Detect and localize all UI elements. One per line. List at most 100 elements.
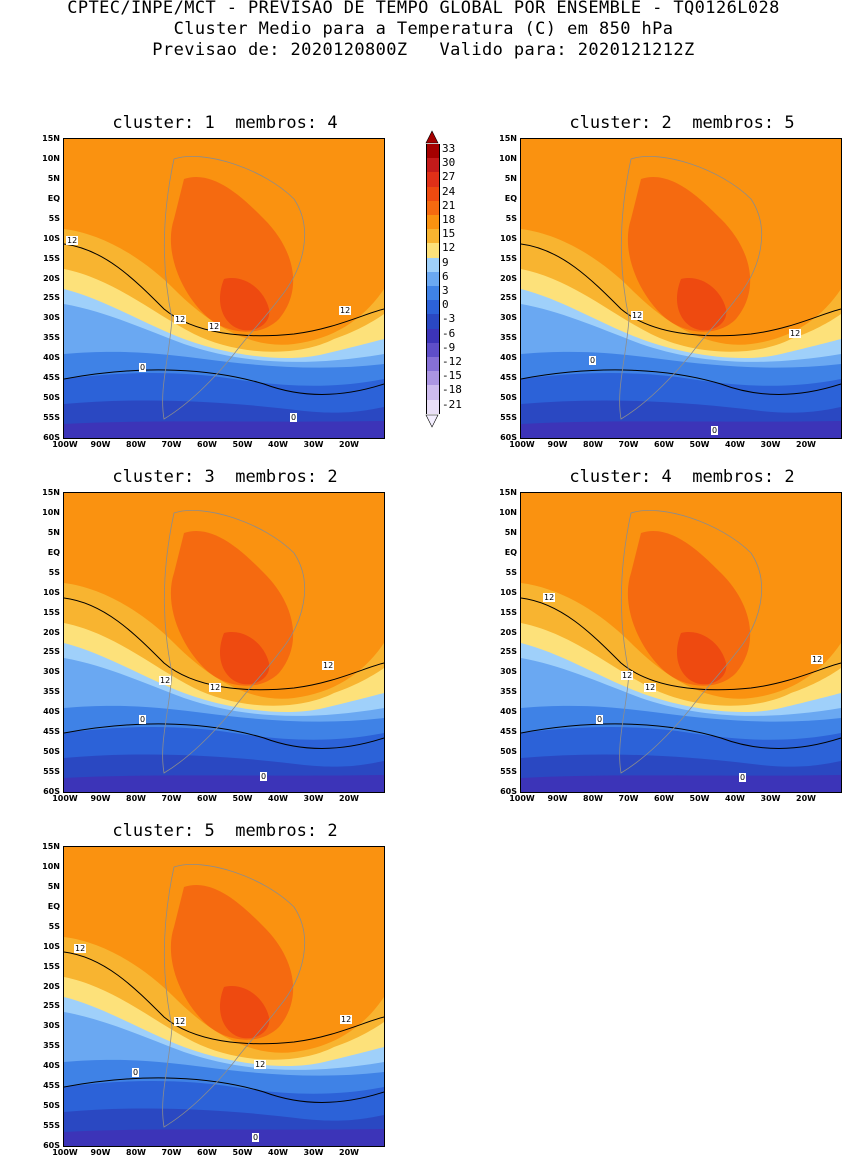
colorbar-swatch [426,385,440,400]
latitude-tick-label: 20S [500,627,517,637]
longitude-tick-label: 30W [303,440,324,449]
longitude-tick-label: 100W [52,440,78,449]
contour-value-label: 0 [290,413,298,422]
warm-core-region [170,531,294,686]
contour-value-label: 0 [260,772,268,781]
contour-value-label: 0 [596,715,604,724]
colorbar-tick-label: -18 [442,383,462,397]
temperature-band [521,421,841,438]
south-america-coastline [619,510,763,774]
latitude-tick-label: 45S [43,1081,60,1091]
colorbar-swatch [426,314,440,329]
longitude-tick-label: 50W [232,794,253,803]
latitude-tick-label: 55S [43,1121,60,1131]
isotherm-contour [521,597,841,691]
contour-value-label: 12 [644,683,657,692]
isotherm-contour [64,951,384,1045]
colorbar-swatch [426,144,440,159]
longitude-tick-label: 80W [583,794,603,803]
latitude-tick-label: 60S [43,1141,60,1150]
colorbar-tick-label: 33 [442,142,456,155]
latitude-tick-label: 10S [43,233,60,243]
colorbar-tick-label: -21 [442,397,462,411]
latitude-tick-label: 25S [500,647,517,657]
colorbar-tick-label: 12 [442,241,456,255]
figure-title-line-1: CPTEC/INPE/MCT - PREVISAO DE TEMPO GLOBA… [67,0,780,18]
warm-core-region [219,278,270,331]
contour-value-label: 12 [66,236,79,245]
latitude-tick-label: 40S [500,707,517,717]
longitude-tick-label: 100W [509,794,535,803]
latitude-tick-label: 15S [500,607,517,617]
colorbar-swatch [426,186,440,201]
longitude-tick-label: 70W [161,440,182,449]
latitude-tick-label: 10S [500,233,517,243]
longitude-tick-label: 80W [126,1148,146,1157]
latitude-tick-label: 5N [47,527,60,537]
longitude-tick-label: 60W [197,1148,217,1157]
colorbar-tick-label: 15 [442,227,456,241]
latitude-tick-label: 30S [500,667,517,677]
latitude-tick-label: 5N [504,527,517,537]
latitude-tick-label: 45S [43,373,60,383]
temperature-field-map [64,493,384,792]
contour-value-label: 12 [174,1017,187,1026]
longitude-tick-label: 100W [509,440,535,449]
longitude-tick-label: 90W [90,440,111,449]
south-america-coastline [162,864,306,1128]
contour-value-label: 12 [789,329,802,338]
latitude-tick-label: 55S [500,413,517,423]
colorbar-tick-label: -3 [442,312,456,326]
latitude-tick-label: 15S [43,961,60,971]
longitude-tick-label: 40W [268,440,288,449]
colorbar-min-arrow [425,414,439,428]
colorbar-swatch [426,229,440,244]
warm-core-region [219,986,270,1039]
longitude-tick-label: 30W [760,794,781,803]
colorbar-tick-label: -9 [442,340,456,354]
latitude-tick-label: EQ [47,547,60,557]
longitude-tick-label: 20W [339,440,359,449]
latitude-tick-label: 35S [43,1041,60,1051]
latitude-tick-label: EQ [47,901,60,911]
south-america-coastline [162,510,306,774]
longitude-tick-label: 80W [126,794,146,803]
colorbar-swatch [426,257,440,272]
panel-title-3: cluster: 3 membros: 2 [112,467,338,487]
colorbar-tick-label: 24 [442,184,456,198]
latitude-tick-label: 35S [500,333,517,343]
latitude-tick-label: 55S [43,767,60,777]
latitude-tick-label: 20S [500,273,517,283]
longitude-tick-label: 70W [161,794,182,803]
contour-value-label: 0 [139,715,147,724]
colorbar-tick-label: 0 [442,298,449,312]
contour-value-label: 12 [322,661,335,670]
latitude-tick-label: 30S [43,1021,60,1031]
latitude-tick-label: 10N [499,153,517,163]
longitude-tick-label: 50W [232,440,253,449]
latitude-tick-label: 15N [499,134,517,143]
isotherm-contour [521,243,841,337]
temperature-colorbar: 33 30 27 24 21 18 15 12 9 6 3 0 -3 -6 -9 -12 -15 -18 -21 [420,130,480,450]
temperature-field-map [64,847,384,1146]
longitude-tick-label: 70W [161,1148,182,1157]
isotherm-contour [64,723,384,749]
latitude-tick-label: 5S [48,921,60,931]
isotherm-contour [64,369,384,395]
longitude-tick-label: 70W [618,794,639,803]
latitude-tick-label: 45S [43,727,60,737]
colorbar-tick-label: 27 [442,170,456,184]
latitude-tick-label: 10N [42,507,60,517]
contour-value-label: 12 [254,1060,267,1069]
south-america-coastline [619,156,763,420]
contour-value-label: 12 [208,322,221,331]
colorbar-swatch [426,158,440,173]
latitude-tick-label: 45S [500,373,517,383]
latitude-tick-label: 40S [43,353,60,363]
latitude-tick-label: 10S [43,587,60,597]
colorbar-swatch [426,172,440,187]
latitude-tick-label: 10N [42,861,60,871]
longitude-tick-label: 30W [303,794,324,803]
colorbar-tick-label: -6 [442,326,456,340]
longitude-tick-label: 100W [52,1148,78,1157]
